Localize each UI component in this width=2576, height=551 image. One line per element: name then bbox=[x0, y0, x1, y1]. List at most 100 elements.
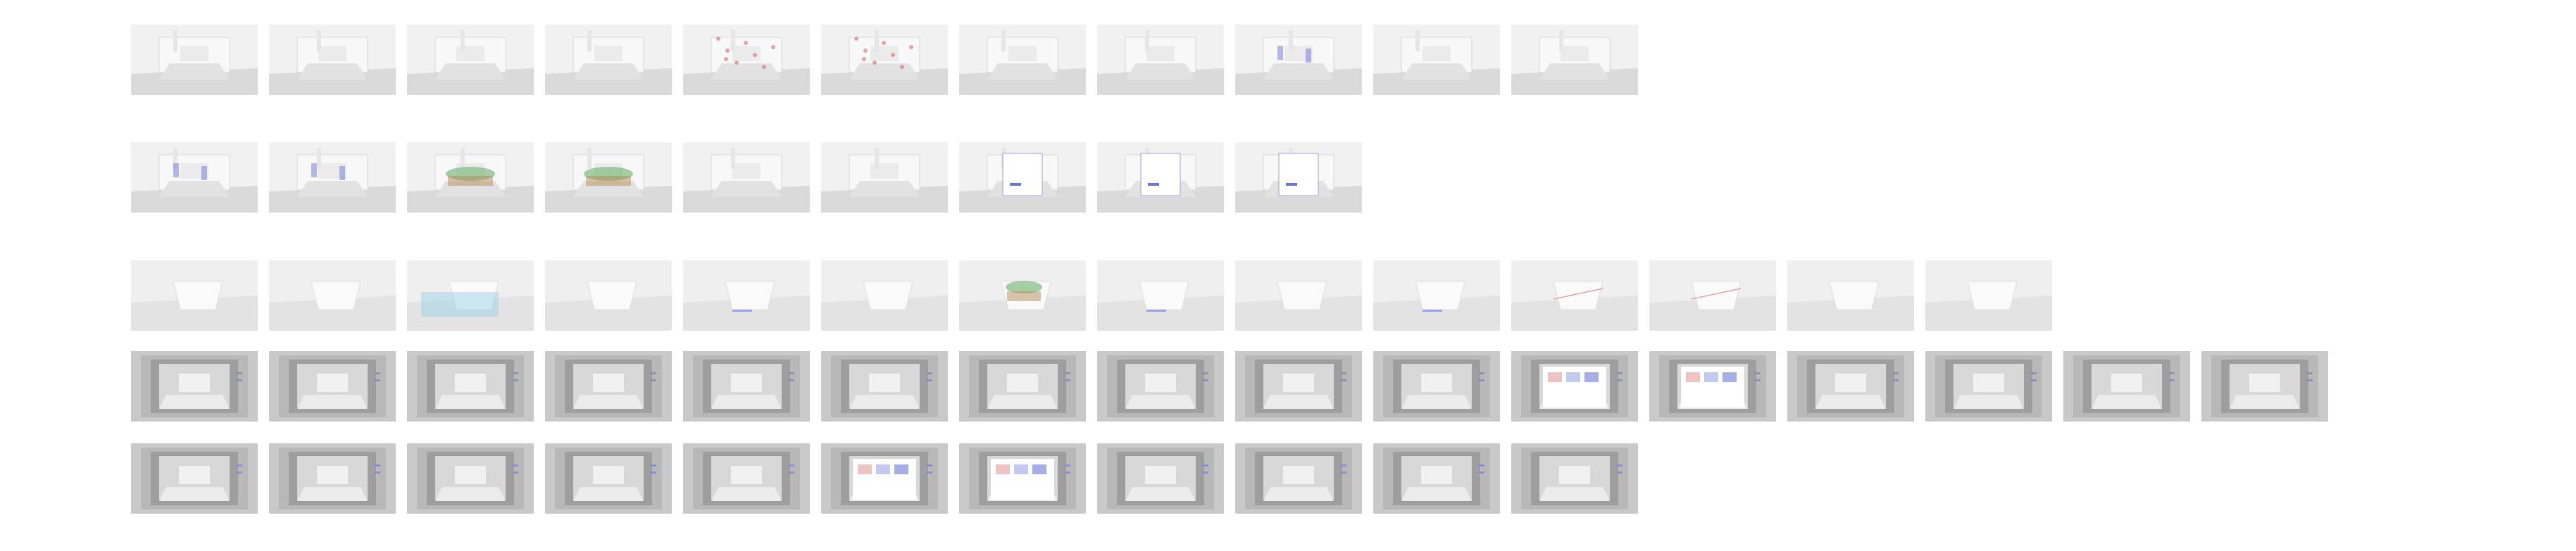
frame-image bbox=[683, 25, 810, 95]
storyboard-frame-r1-c2[interactable] bbox=[269, 25, 396, 95]
storyboard-frame-r4-c8[interactable] bbox=[1097, 351, 1224, 422]
frame-image bbox=[545, 351, 672, 422]
storyboard-frame-r4-c16[interactable] bbox=[2201, 351, 2328, 422]
storyboard-frame-r2-c3[interactable] bbox=[407, 142, 534, 213]
storyboard-frame-r3-c3[interactable] bbox=[407, 260, 534, 331]
frame-image bbox=[821, 25, 948, 95]
frame-image bbox=[1235, 25, 1362, 95]
storyboard-frame-r3-c14[interactable] bbox=[1925, 260, 2052, 331]
storyboard-frame-r5-c6[interactable] bbox=[821, 443, 948, 514]
storyboard-frame-r2-c7[interactable] bbox=[959, 142, 1086, 213]
storyboard-frame-r2-c9[interactable] bbox=[1235, 142, 1362, 213]
storyboard-frame-r3-c11[interactable] bbox=[1511, 260, 1638, 331]
frame-image bbox=[1925, 260, 2052, 331]
frame-image bbox=[269, 260, 396, 331]
frame-image bbox=[407, 443, 534, 514]
storyboard-frame-r5-c8[interactable] bbox=[1097, 443, 1224, 514]
storyboard-frame-r3-c8[interactable] bbox=[1097, 260, 1224, 331]
storyboard-frame-r4-c2[interactable] bbox=[269, 351, 396, 422]
storyboard-frame-r2-c2[interactable] bbox=[269, 142, 396, 213]
storyboard-frame-r3-c13[interactable] bbox=[1787, 260, 1914, 331]
frame-image bbox=[269, 25, 396, 95]
frame-image bbox=[821, 142, 948, 213]
storyboard-frame-r4-c6[interactable] bbox=[821, 351, 948, 422]
frame-image bbox=[1235, 351, 1362, 422]
storyboard-frame-r4-c11[interactable] bbox=[1511, 351, 1638, 422]
storyboard-frame-r3-c4[interactable] bbox=[545, 260, 672, 331]
storyboard-frame-r1-c5[interactable] bbox=[683, 25, 810, 95]
frame-image bbox=[959, 142, 1086, 213]
storyboard-frame-r1-c8[interactable] bbox=[1097, 25, 1224, 95]
frame-image bbox=[959, 443, 1086, 514]
frame-image bbox=[1373, 443, 1500, 514]
frame-image bbox=[545, 443, 672, 514]
frame-image bbox=[131, 351, 258, 422]
frame-image bbox=[1097, 142, 1224, 213]
frame-image bbox=[407, 351, 534, 422]
storyboard-frame-r5-c7[interactable] bbox=[959, 443, 1086, 514]
storyboard-frame-r1-c1[interactable] bbox=[131, 25, 258, 95]
storyboard-frame-r3-c12[interactable] bbox=[1649, 260, 1776, 331]
storyboard-frame-r1-c3[interactable] bbox=[407, 25, 534, 95]
frame-image bbox=[545, 142, 672, 213]
frame-image bbox=[269, 443, 396, 514]
storyboard-frame-r4-c5[interactable] bbox=[683, 351, 810, 422]
frame-image bbox=[131, 260, 258, 331]
storyboard-frame-r1-c6[interactable] bbox=[821, 25, 948, 95]
storyboard-frame-r1-c9[interactable] bbox=[1235, 25, 1362, 95]
frame-image bbox=[269, 351, 396, 422]
frame-image bbox=[959, 260, 1086, 331]
frame-image bbox=[683, 142, 810, 213]
storyboard-frame-r4-c10[interactable] bbox=[1373, 351, 1500, 422]
frame-image bbox=[1235, 443, 1362, 514]
storyboard-frame-r5-c2[interactable] bbox=[269, 443, 396, 514]
storyboard-frame-r3-c5[interactable] bbox=[683, 260, 810, 331]
storyboard-frame-r1-c11[interactable] bbox=[1511, 25, 1638, 95]
frame-image bbox=[2063, 351, 2190, 422]
frame-image bbox=[1511, 351, 1638, 422]
storyboard-frame-r4-c1[interactable] bbox=[131, 351, 258, 422]
frame-image bbox=[1511, 260, 1638, 331]
storyboard-frame-r1-c10[interactable] bbox=[1373, 25, 1500, 95]
storyboard-frame-r2-c5[interactable] bbox=[683, 142, 810, 213]
frame-image bbox=[131, 142, 258, 213]
storyboard-frame-r2-c6[interactable] bbox=[821, 142, 948, 213]
storyboard-frame-r3-c6[interactable] bbox=[821, 260, 948, 331]
storyboard-frame-r1-c7[interactable] bbox=[959, 25, 1086, 95]
storyboard-frame-r5-c11[interactable] bbox=[1511, 443, 1638, 514]
storyboard-frame-r3-c2[interactable] bbox=[269, 260, 396, 331]
storyboard-frame-r3-c10[interactable] bbox=[1373, 260, 1500, 331]
storyboard-frame-r4-c12[interactable] bbox=[1649, 351, 1776, 422]
storyboard-frame-r3-c7[interactable] bbox=[959, 260, 1086, 331]
storyboard-frame-r3-c1[interactable] bbox=[131, 260, 258, 331]
storyboard-frame-r2-c8[interactable] bbox=[1097, 142, 1224, 213]
frame-image bbox=[821, 260, 948, 331]
frame-image bbox=[1097, 351, 1224, 422]
storyboard-frame-r5-c1[interactable] bbox=[131, 443, 258, 514]
frame-image bbox=[407, 142, 534, 213]
frame-image bbox=[269, 142, 396, 213]
storyboard-frame-r2-c1[interactable] bbox=[131, 142, 258, 213]
storyboard-frame-r4-c7[interactable] bbox=[959, 351, 1086, 422]
storyboard-frame-r4-c15[interactable] bbox=[2063, 351, 2190, 422]
storyboard-frame-r4-c13[interactable] bbox=[1787, 351, 1914, 422]
frame-image bbox=[407, 260, 534, 331]
frame-image bbox=[545, 260, 672, 331]
storyboard-frame-r1-c4[interactable] bbox=[545, 25, 672, 95]
storyboard-frame-r5-c4[interactable] bbox=[545, 443, 672, 514]
frame-image bbox=[131, 443, 258, 514]
storyboard-frame-r4-c9[interactable] bbox=[1235, 351, 1362, 422]
storyboard-frame-r5-c10[interactable] bbox=[1373, 443, 1500, 514]
frame-image bbox=[1925, 351, 2052, 422]
frame-image bbox=[683, 443, 810, 514]
storyboard-frame-r3-c9[interactable] bbox=[1235, 260, 1362, 331]
storyboard-frame-r2-c4[interactable] bbox=[545, 142, 672, 213]
storyboard-frame-r5-c5[interactable] bbox=[683, 443, 810, 514]
storyboard-frame-r5-c3[interactable] bbox=[407, 443, 534, 514]
storyboard-frame-r4-c4[interactable] bbox=[545, 351, 672, 422]
storyboard-frame-r4-c3[interactable] bbox=[407, 351, 534, 422]
storyboard-frame-r4-c14[interactable] bbox=[1925, 351, 2052, 422]
frame-image bbox=[1097, 260, 1224, 331]
storyboard-frame-r5-c9[interactable] bbox=[1235, 443, 1362, 514]
